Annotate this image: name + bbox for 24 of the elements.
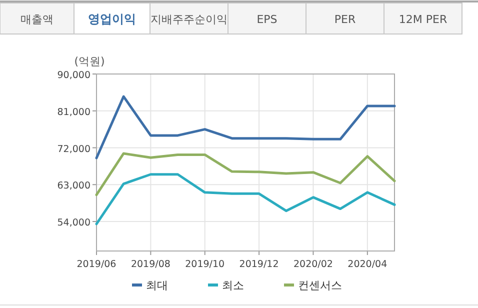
legend-label: 최소 [222,279,244,292]
x-tick-label: 2019/06 [76,259,116,270]
text: PER [334,13,356,26]
line-series [95,173,396,226]
x-tick-label: 2019/12 [239,259,279,270]
text: 12M PER [398,13,448,26]
x-tick-label: 2019/08 [130,259,170,270]
x-tick-label: 2020/02 [293,259,333,270]
line-series [95,152,396,196]
x-tick-label: 2020/04 [348,259,388,270]
legend-label: 컨센서스 [298,279,342,292]
y-tick-label: 90,000 [57,70,90,81]
text: 지배주주순이익 [150,13,228,26]
legend-label: 최대 [146,279,168,292]
line-series [95,95,396,160]
text: EPS [256,13,278,26]
y-tick-label: 72,000 [57,144,90,155]
y-tick-label: 81,000 [57,106,90,118]
y-axis-title: (억원) [74,55,105,68]
x-tick-label: 2019/10 [185,259,225,270]
y-tick-label: 54,000 [57,218,90,228]
text: 매출액 [20,13,54,26]
y-tick-label: 63,000 [57,180,90,192]
text: 영업이익 [88,12,136,26]
